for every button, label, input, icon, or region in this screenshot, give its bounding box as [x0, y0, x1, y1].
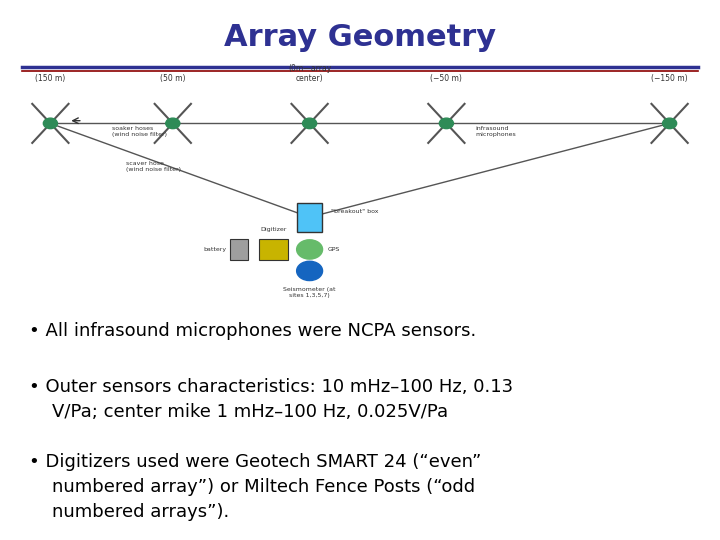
Circle shape — [297, 261, 323, 281]
Circle shape — [439, 118, 454, 129]
Text: Seismometer (at
sites 1,3,5,7): Seismometer (at sites 1,3,5,7) — [284, 287, 336, 298]
Text: (−50 m): (−50 m) — [431, 74, 462, 83]
Circle shape — [662, 118, 677, 129]
Circle shape — [297, 240, 323, 259]
Text: (50 m): (50 m) — [160, 74, 186, 83]
Text: (150 m): (150 m) — [35, 74, 66, 83]
Text: • Outer sensors characteristics: 10 mHz–100 Hz, 0.13
    V/Pa; center mike 1 mHz: • Outer sensors characteristics: 10 mHz–… — [29, 378, 513, 421]
Text: • All infrasound microphones were NCPA sensors.: • All infrasound microphones were NCPA s… — [29, 322, 476, 340]
Text: battery: battery — [204, 247, 227, 252]
Text: Array Geometry: Array Geometry — [224, 23, 496, 52]
Text: (−150 m): (−150 m) — [652, 74, 688, 83]
Circle shape — [166, 118, 180, 129]
Text: • Digitizers used were Geotech SMART 24 (“even”
    numbered array”) or Miltech : • Digitizers used were Geotech SMART 24 … — [29, 453, 481, 521]
Text: "breakout" box: "breakout" box — [331, 210, 379, 214]
FancyBboxPatch shape — [230, 239, 248, 260]
Circle shape — [302, 118, 317, 129]
Circle shape — [43, 118, 58, 129]
Text: Digitizer: Digitizer — [261, 227, 287, 232]
Text: scaver hose
(wind noise filter): scaver hose (wind noise filter) — [126, 161, 181, 172]
FancyBboxPatch shape — [297, 202, 323, 232]
Text: (0m—array
center): (0m—array center) — [288, 64, 331, 83]
Text: infrasound
microphones: infrasound microphones — [475, 126, 516, 137]
Text: soaker hoses
(wind noise filter): soaker hoses (wind noise filter) — [112, 126, 166, 137]
FancyBboxPatch shape — [259, 239, 288, 260]
Text: GPS: GPS — [328, 247, 340, 252]
